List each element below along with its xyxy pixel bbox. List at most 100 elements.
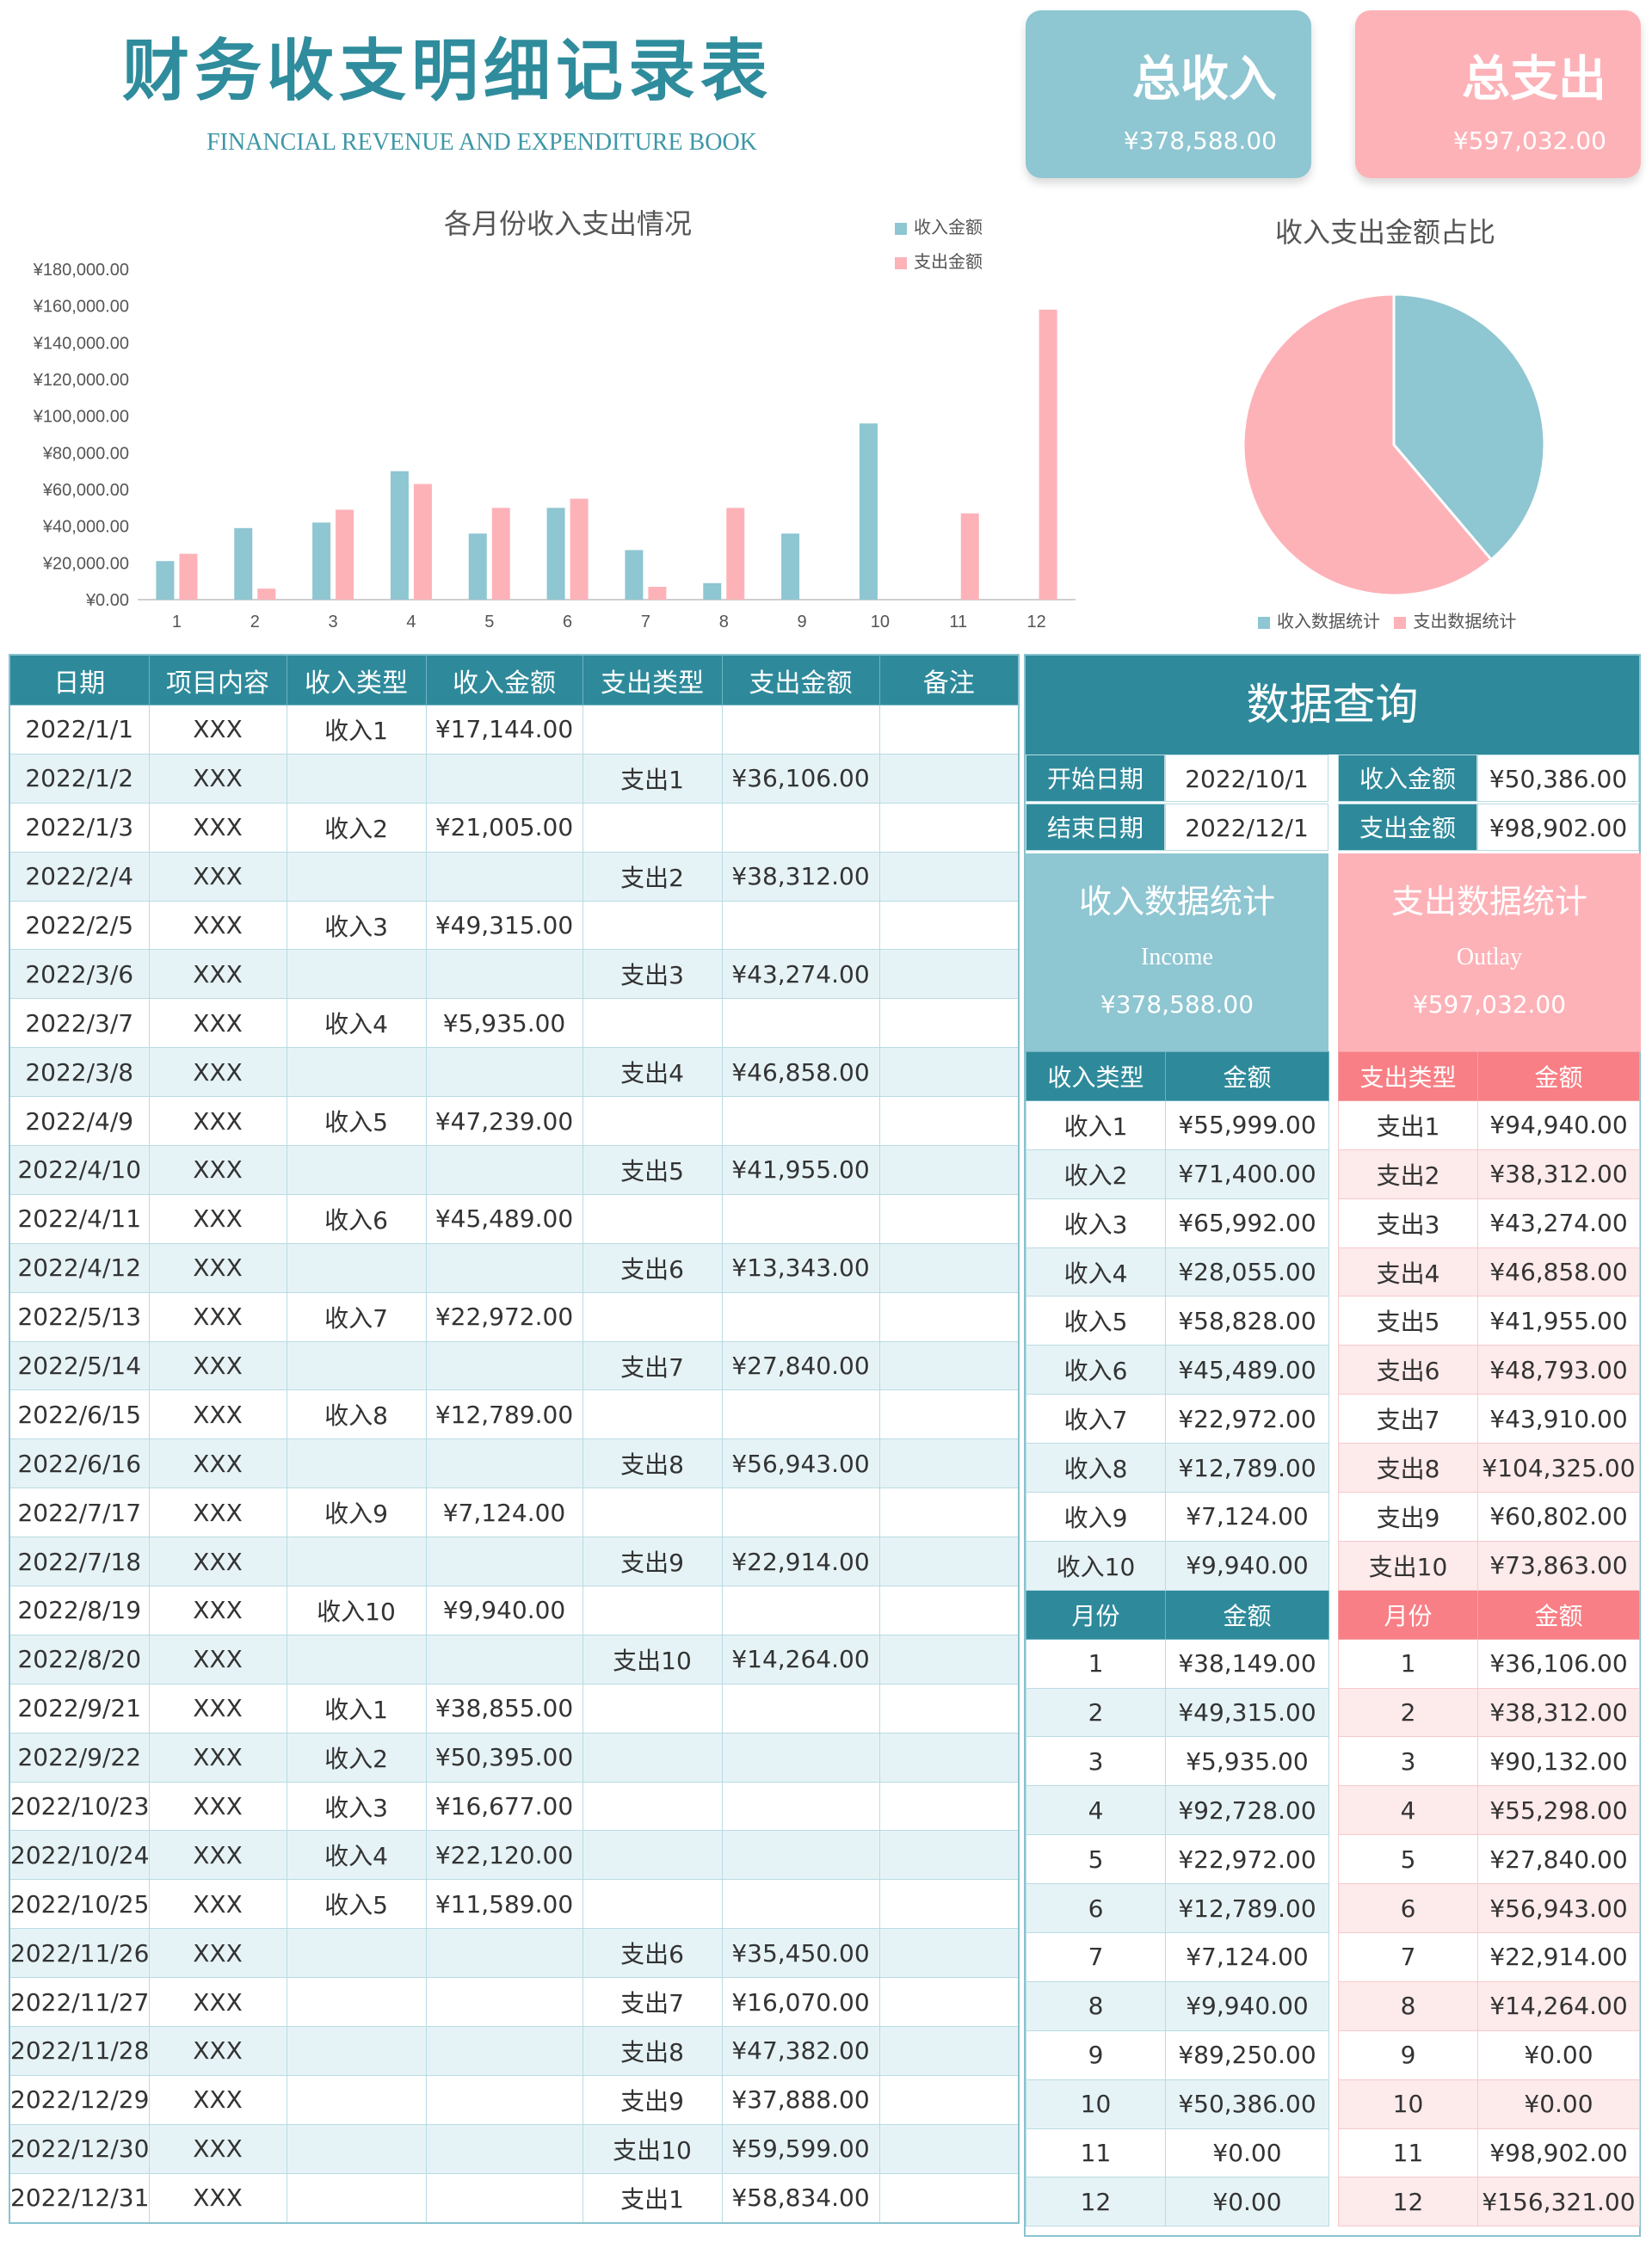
table-cell[interactable]: ¥47,239.00 (425, 1096, 583, 1147)
table-cell[interactable]: XXX (148, 1145, 287, 1195)
table-cell[interactable] (425, 2172, 583, 2224)
table-cell[interactable]: 收入2 (286, 1732, 427, 1783)
table-cell[interactable] (425, 1242, 583, 1293)
table-cell[interactable] (878, 2026, 1020, 2076)
table-cell[interactable] (286, 1537, 427, 1587)
table-cell[interactable]: ¥58,834.00 (721, 2172, 880, 2224)
table-cell[interactable] (425, 1340, 583, 1391)
table-cell[interactable]: 收入7 (286, 1291, 427, 1342)
table-cell[interactable] (878, 1928, 1020, 1979)
table-cell[interactable]: ¥45,489.00 (425, 1193, 583, 1244)
table-cell[interactable] (425, 949, 583, 1000)
table-cell[interactable]: ¥49,315.00 (425, 900, 583, 951)
table-cell[interactable]: 2022/7/18 (9, 1537, 150, 1587)
table-cell[interactable]: ¥59,599.00 (721, 2123, 880, 2174)
table-cell[interactable] (425, 851, 583, 902)
table-cell[interactable]: 支出4 (582, 1047, 723, 1098)
table-cell[interactable]: XXX (148, 1193, 287, 1244)
table-cell[interactable]: ¥50,395.00 (425, 1732, 583, 1783)
table-cell[interactable]: 2022/4/9 (9, 1096, 150, 1147)
table-cell[interactable]: 2022/3/8 (9, 1047, 150, 1098)
table-cell[interactable] (286, 2172, 427, 2224)
table-cell[interactable] (582, 1830, 723, 1881)
table-cell[interactable] (425, 1634, 583, 1685)
table-cell[interactable]: ¥9,940.00 (425, 1586, 583, 1635)
table-cell[interactable]: 2022/11/26 (9, 1928, 150, 1979)
table-cell[interactable]: ¥43,274.00 (721, 949, 880, 1000)
table-cell[interactable]: ¥46,858.00 (721, 1047, 880, 1098)
table-cell[interactable]: 2022/10/24 (9, 1830, 150, 1881)
table-cell[interactable]: XXX (148, 1732, 287, 1783)
table-cell[interactable]: 支出3 (582, 949, 723, 1000)
table-cell[interactable]: ¥5,935.00 (425, 998, 583, 1049)
table-cell[interactable]: XXX (148, 802, 287, 853)
table-cell[interactable]: 支出9 (582, 2074, 723, 2125)
table-cell[interactable]: 支出7 (582, 1977, 723, 2028)
table-cell[interactable]: XXX (148, 1928, 287, 1979)
table-cell[interactable]: ¥38,312.00 (721, 851, 880, 902)
table-cell[interactable] (582, 1879, 723, 1930)
table-cell[interactable] (878, 1487, 1020, 1538)
table-cell[interactable] (582, 1096, 723, 1147)
table-cell[interactable]: 2022/6/16 (9, 1438, 150, 1489)
table-cell[interactable]: XXX (148, 753, 287, 804)
table-cell[interactable] (878, 1145, 1020, 1195)
table-cell[interactable] (878, 1586, 1020, 1635)
table-cell[interactable]: 2022/9/21 (9, 1683, 150, 1734)
table-cell[interactable] (425, 1047, 583, 1098)
table-cell[interactable]: XXX (148, 1879, 287, 1930)
table-cell[interactable] (582, 900, 723, 951)
table-cell[interactable] (878, 1830, 1020, 1881)
table-cell[interactable] (878, 949, 1020, 1000)
table-cell[interactable] (721, 1879, 880, 1930)
table-cell[interactable] (425, 1977, 583, 2028)
table-cell[interactable] (425, 1928, 583, 1979)
table-cell[interactable] (286, 2123, 427, 2174)
table-cell[interactable]: 2022/12/29 (9, 2074, 150, 2125)
table-cell[interactable] (721, 1096, 880, 1147)
table-cell[interactable] (878, 900, 1020, 951)
table-cell[interactable] (878, 1683, 1020, 1734)
table-cell[interactable] (582, 1683, 723, 1734)
table-cell[interactable] (582, 1781, 723, 1832)
table-cell[interactable] (286, 1242, 427, 1293)
table-cell[interactable]: 收入10 (286, 1586, 427, 1635)
table-cell[interactable] (878, 1732, 1020, 1783)
table-cell[interactable]: 收入5 (286, 1096, 427, 1147)
table-cell[interactable]: 2022/4/10 (9, 1145, 150, 1195)
table-cell[interactable]: 收入2 (286, 802, 427, 853)
table-cell[interactable] (721, 705, 880, 755)
table-cell[interactable]: 2022/1/3 (9, 802, 150, 853)
end-date-input[interactable]: 2022/12/1 (1165, 804, 1328, 851)
table-cell[interactable] (878, 1438, 1020, 1489)
table-cell[interactable]: 2022/5/14 (9, 1340, 150, 1391)
table-cell[interactable]: 收入3 (286, 900, 427, 951)
table-cell[interactable]: 2022/11/28 (9, 2026, 150, 2076)
table-cell[interactable]: ¥16,070.00 (721, 1977, 880, 2028)
table-cell[interactable]: XXX (148, 1291, 287, 1342)
table-cell[interactable]: 收入8 (286, 1389, 427, 1440)
table-cell[interactable] (286, 851, 427, 902)
table-cell[interactable] (721, 998, 880, 1049)
table-cell[interactable]: ¥17,144.00 (425, 705, 583, 755)
start-date-input[interactable]: 2022/10/1 (1165, 755, 1328, 802)
table-cell[interactable]: ¥11,589.00 (425, 1879, 583, 1930)
table-cell[interactable]: XXX (148, 2172, 287, 2224)
table-cell[interactable]: ¥22,972.00 (425, 1291, 583, 1342)
table-cell[interactable] (425, 1145, 583, 1195)
table-cell[interactable]: ¥47,382.00 (721, 2026, 880, 2076)
table-cell[interactable] (878, 998, 1020, 1049)
table-cell[interactable]: XXX (148, 705, 287, 755)
table-cell[interactable] (286, 753, 427, 804)
table-cell[interactable] (425, 2074, 583, 2125)
table-cell[interactable] (878, 1047, 1020, 1098)
table-cell[interactable] (721, 1291, 880, 1342)
table-cell[interactable]: 2022/3/6 (9, 949, 150, 1000)
table-cell[interactable] (878, 753, 1020, 804)
table-cell[interactable]: 收入1 (286, 1683, 427, 1734)
table-cell[interactable]: 2022/12/30 (9, 2123, 150, 2174)
table-cell[interactable] (721, 900, 880, 951)
table-cell[interactable]: ¥27,840.00 (721, 1340, 880, 1391)
table-cell[interactable]: 支出8 (582, 1438, 723, 1489)
table-cell[interactable]: XXX (148, 2123, 287, 2174)
